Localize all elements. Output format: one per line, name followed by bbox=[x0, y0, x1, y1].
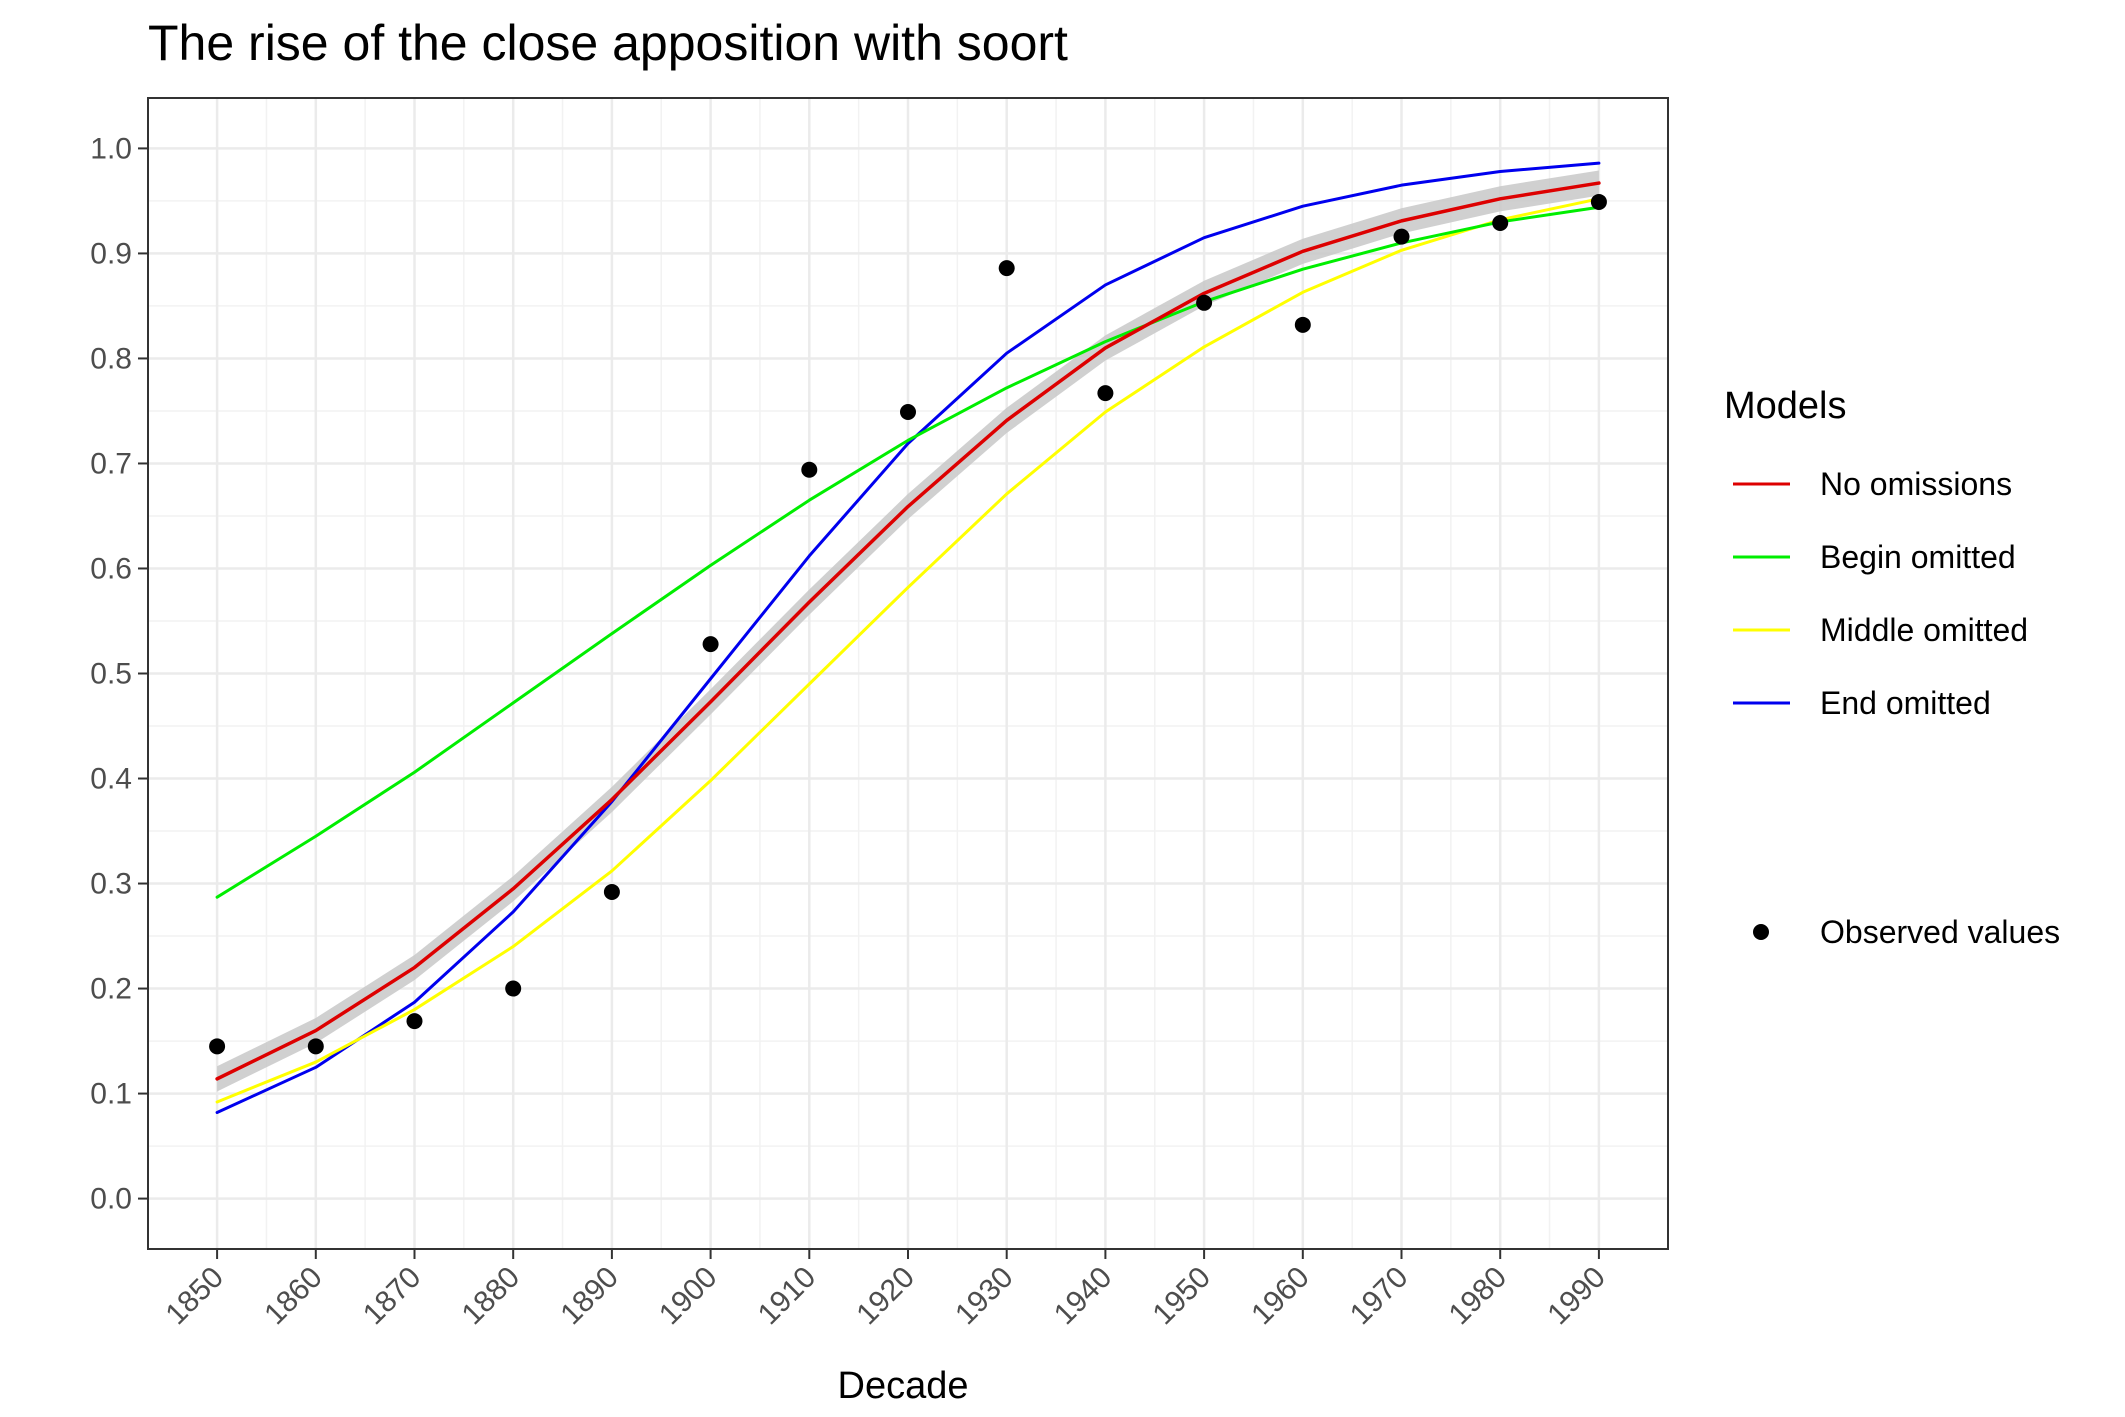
x-tick-label: 1940 bbox=[1048, 1261, 1119, 1332]
x-tick-label: 1960 bbox=[1245, 1261, 1316, 1332]
observed-point bbox=[1196, 294, 1213, 311]
series-layer bbox=[215, 161, 1601, 1114]
x-tick-label: 1890 bbox=[554, 1261, 625, 1332]
observed-point bbox=[505, 980, 522, 997]
y-tick-label: 0.0 bbox=[90, 1183, 132, 1216]
observed-point bbox=[1492, 214, 1509, 231]
observed-point bbox=[1393, 228, 1410, 245]
series-line bbox=[215, 161, 1601, 1114]
x-tick-label: 1920 bbox=[850, 1261, 921, 1332]
observed-point bbox=[1097, 385, 1114, 402]
x-axis-title: Decade bbox=[838, 1365, 969, 1407]
y-tick-label: 0.2 bbox=[90, 973, 132, 1006]
legend-label: Begin omitted bbox=[1820, 539, 2016, 575]
y-tick-label: 0.9 bbox=[90, 237, 132, 270]
observed-point bbox=[603, 883, 620, 900]
points-layer bbox=[209, 193, 1607, 1055]
x-tick-label: 1900 bbox=[653, 1261, 724, 1332]
x-tick-label: 1980 bbox=[1443, 1261, 1514, 1332]
y-tick-label: 0.6 bbox=[90, 552, 132, 585]
x-tick-label: 1860 bbox=[258, 1261, 329, 1332]
chart-title: The rise of the close apposition with so… bbox=[148, 15, 1068, 71]
x-tick-label: 1870 bbox=[357, 1261, 428, 1332]
grid-layer bbox=[148, 98, 1668, 1249]
legend-key-point bbox=[1753, 924, 1769, 940]
x-tick-label: 1880 bbox=[456, 1261, 527, 1332]
observed-point bbox=[801, 461, 818, 478]
legend-label: No omissions bbox=[1820, 466, 2012, 502]
x-tick-label: 1950 bbox=[1147, 1261, 1218, 1332]
legend-label: Observed values bbox=[1820, 914, 2060, 950]
observed-point bbox=[307, 1038, 324, 1055]
series-line bbox=[215, 205, 1601, 899]
observed-point bbox=[209, 1038, 226, 1055]
legend-label: Middle omitted bbox=[1820, 612, 2028, 648]
observed-point bbox=[406, 1013, 423, 1030]
y-tick-label: 0.3 bbox=[90, 868, 132, 901]
y-tick-label: 1.0 bbox=[90, 132, 132, 165]
observed-point bbox=[702, 636, 719, 653]
axis-layer: 1850 1860 1870 1880 1890 1900 1910 1920 1930 1940… bbox=[90, 132, 1612, 1331]
legend-title: Models bbox=[1724, 385, 1847, 427]
ribbon-layer bbox=[217, 170, 1599, 1092]
x-tick-label: 1930 bbox=[949, 1261, 1020, 1332]
y-tick-label: 0.5 bbox=[90, 658, 132, 691]
x-tick-label: 1850 bbox=[160, 1261, 231, 1332]
x-tick-label: 1910 bbox=[752, 1261, 823, 1332]
series-line bbox=[215, 197, 1601, 1104]
x-tick-label: 1970 bbox=[1344, 1261, 1415, 1332]
y-tick-label: 0.8 bbox=[90, 342, 132, 375]
y-tick-label: 0.1 bbox=[90, 1078, 132, 1111]
legend: Models No omissions Begin omitted Middle om… bbox=[1724, 385, 2060, 950]
observed-point bbox=[900, 404, 916, 421]
series-line bbox=[215, 181, 1601, 1081]
observed-point bbox=[1590, 193, 1607, 210]
confidence-ribbon bbox=[217, 170, 1599, 1092]
observed-point bbox=[998, 260, 1015, 277]
y-tick-label: 0.4 bbox=[90, 763, 132, 796]
legend-label: End omitted bbox=[1820, 685, 1991, 721]
observed-point bbox=[1294, 316, 1311, 333]
y-tick-label: 0.7 bbox=[90, 447, 132, 480]
x-tick-label: 1990 bbox=[1541, 1261, 1612, 1332]
